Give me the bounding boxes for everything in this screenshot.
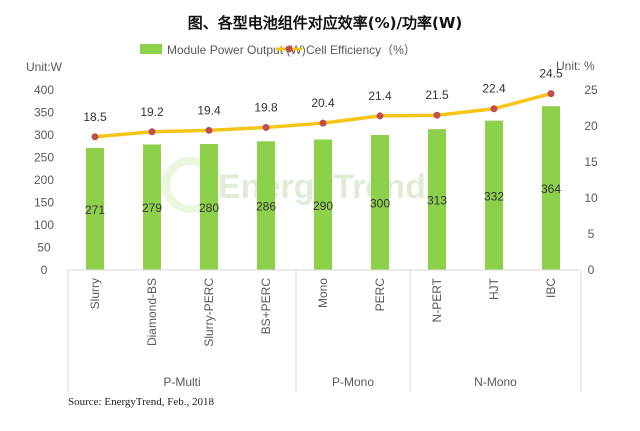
right-tick-label: 20 [584, 119, 598, 133]
bar-data-label: 332 [484, 189, 504, 203]
bar [371, 135, 389, 270]
efficiency-data-label: 19.4 [197, 103, 221, 117]
efficiency-data-label: 24.5 [539, 67, 563, 81]
left-tick-label: 150 [34, 196, 54, 210]
legend-swatch-bar [140, 44, 162, 54]
efficiency-marker [262, 123, 270, 131]
legend-label-bar: Module Power Output (W) [167, 43, 306, 57]
bar-data-label: 290 [313, 199, 333, 213]
category-label: BS+PERC [259, 278, 273, 335]
category-label: N-PERT [430, 277, 444, 322]
group-label: P-Mono [332, 375, 374, 389]
right-tick-label: 0 [588, 263, 595, 277]
bar-data-label: 313 [427, 194, 447, 208]
efficiency-marker [148, 128, 156, 136]
left-tick-label: 250 [34, 151, 54, 165]
bar [485, 120, 503, 270]
left-axis-unit: Unit:W [26, 60, 63, 74]
efficiency-data-label: 21.4 [368, 89, 392, 103]
left-tick-label: 0 [41, 263, 48, 277]
right-tick-label: 10 [584, 191, 598, 205]
group-label: P-Multi [163, 375, 200, 389]
source-note: Source: EnergyTrend, Feb., 2018 [68, 396, 215, 408]
left-tick-label: 100 [34, 218, 54, 232]
right-axis-unit: Unit: % [556, 59, 595, 73]
efficiency-data-label: 19.8 [254, 100, 278, 114]
bar-data-label: 286 [256, 200, 276, 214]
legend-label-line: Cell Efficiency（%） [306, 43, 416, 57]
category-label: HJT [487, 277, 501, 300]
left-tick-label: 50 [37, 241, 51, 255]
left-tick-label: 200 [34, 173, 54, 187]
efficiency-marker [547, 90, 555, 98]
bar [314, 139, 332, 270]
efficiency-data-label: 21.5 [425, 88, 449, 102]
bar-data-label: 280 [199, 201, 219, 215]
category-label: Mono [316, 278, 330, 308]
right-tick-label: 5 [588, 227, 595, 241]
efficiency-marker [91, 133, 99, 141]
bar-data-label: 279 [142, 201, 162, 215]
legend-swatch-marker [285, 45, 293, 53]
bar [428, 129, 446, 270]
bar [542, 106, 560, 270]
bar-data-label: 300 [370, 197, 390, 211]
efficiency-data-label: 18.5 [83, 110, 107, 124]
chart-title: 图、各型电池组件对应效率(%)/功率(W) [188, 14, 462, 32]
efficiency-data-label: 22.4 [482, 82, 506, 96]
category-label: Slurry [88, 278, 102, 309]
bar-data-label: 271 [85, 203, 105, 217]
legend: Module Power Output (W) Cell Efficiency（… [140, 43, 416, 57]
category-label: IBC [544, 278, 558, 298]
group-label: N-Mono [474, 375, 517, 389]
bar-data-label: 364 [541, 182, 561, 196]
left-tick-label: 300 [34, 128, 54, 142]
bar [143, 144, 161, 270]
bar [200, 144, 218, 270]
category-label: Diamond-BS [145, 278, 159, 346]
right-tick-label: 25 [584, 83, 598, 97]
category-label: Slurry-PERC [202, 278, 216, 347]
bar [86, 148, 104, 270]
efficiency-marker [319, 119, 327, 127]
efficiency-marker [490, 105, 498, 113]
left-tick-label: 400 [34, 83, 54, 97]
efficiency-marker [433, 111, 441, 119]
category-label: PERC [373, 278, 387, 312]
bar [257, 141, 275, 270]
efficiency-marker [376, 112, 384, 120]
right-tick-label: 15 [584, 155, 598, 169]
left-tick-label: 350 [34, 106, 54, 120]
efficiency-data-label: 20.4 [311, 96, 335, 110]
efficiency-marker [205, 126, 213, 134]
efficiency-data-label: 19.2 [140, 105, 164, 119]
